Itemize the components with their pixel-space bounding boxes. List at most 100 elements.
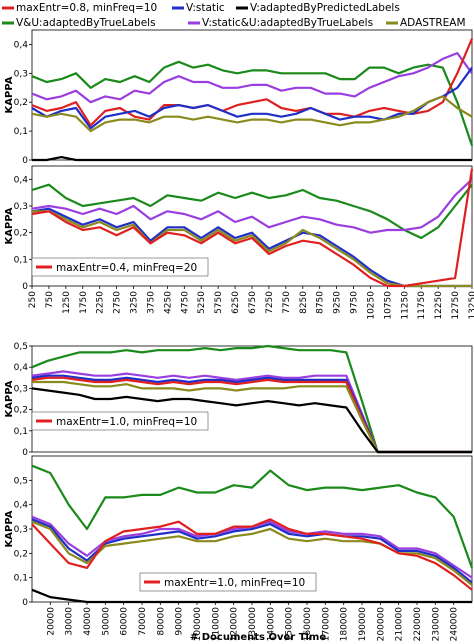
x-tick-label: 170000 (321, 607, 331, 642)
x-tick-label: 6750 (248, 291, 258, 314)
x-tick-label: 220000 (413, 607, 423, 642)
x-tick-label: 11750 (417, 291, 427, 320)
panel-3-chart: 0 0,1 0,2 0,3 0,4 0,5 KAPPA (4, 342, 473, 458)
y-tick-label: 0,2 (14, 549, 28, 559)
legend-label-green: V&U:adaptedByTrueLabels (16, 17, 156, 29)
inset-legend-label: maxEntr=1.0, minFreq=10 (56, 416, 197, 428)
y-tick-label: 0,3 (14, 525, 28, 535)
x-tick-label: 40000 (83, 607, 93, 636)
y-tick-label: 0,3 (14, 384, 28, 394)
x-tick-label: 12750 (451, 291, 461, 320)
series-line-green (31, 464, 474, 569)
inset-legend-panel-3: maxEntr=1.0, minFreq=10 (31, 411, 209, 431)
legend-item-black: V:adaptedByPredictedLabels (236, 2, 400, 14)
x-tick-label: 100000 (193, 607, 203, 642)
legend: maxEntr=0.8, minFreq=10 V:static V:adapt… (2, 2, 466, 29)
y-tick-label: 0 (22, 448, 28, 458)
x-tick-label: 210000 (395, 607, 405, 642)
x-tick-label: 120000 (230, 607, 240, 642)
series-line-red (31, 38, 474, 127)
x-tick-label: 2750 (113, 291, 123, 314)
panel-2-chart: 0 0,1 0,2 0,3 0,4 KAPPA 250 750 1250 1750 2250 2750… (4, 165, 474, 320)
x-tick-label: 11250 (400, 291, 410, 320)
x-tick-label: 20000 (46, 607, 56, 636)
x-tick-label: 3750 (146, 291, 156, 314)
x-tick-label: 1750 (79, 291, 89, 314)
x-tick-label: 80000 (156, 607, 166, 636)
x-tick-label: 8750 (316, 291, 326, 314)
y-tick-label: 0,4 (14, 40, 29, 50)
x-tick-label: 200000 (376, 607, 386, 642)
x-tick-label: 50000 (101, 607, 111, 636)
y-tick-label: 0,2 (14, 406, 28, 416)
series-line-olive (31, 95, 473, 133)
y-tick-label: 0,5 (14, 342, 28, 352)
x-tick-label: 70000 (138, 607, 148, 636)
y-tick-label: 0,1 (14, 427, 28, 437)
x-tick-label: 190000 (358, 607, 368, 642)
legend-label-red: maxEntr=0.8, minFreq=10 (16, 2, 157, 14)
y-tick-label: 0 (22, 598, 28, 608)
legend-item-purple: V:static&U:adaptedByTrueLabels (188, 17, 373, 29)
y-tick-label: 0,2 (14, 229, 28, 239)
plot-area (31, 29, 473, 161)
inset-legend-box (31, 257, 209, 277)
y-tick-label: 0,4 (14, 363, 29, 373)
x-tick-label: 5750 (214, 291, 224, 314)
x-tick-label: 3250 (130, 291, 140, 314)
x-tick-label: 6250 (231, 291, 241, 314)
x-tick-label: 180000 (340, 607, 350, 642)
x-tick-label: 160000 (303, 607, 313, 642)
legend-item-green: V&U:adaptedByTrueLabels (2, 17, 156, 29)
legend-label-black: V:adaptedByPredictedLabels (250, 2, 400, 14)
y-tick-label: 0,1 (14, 255, 28, 265)
x-tick-label: 1250 (62, 291, 72, 314)
y-tick-label: 0,5 (14, 476, 28, 486)
y-axis-label: KAPPA (4, 76, 15, 113)
x-tick-label: 110000 (211, 607, 221, 642)
series-line-red (31, 518, 473, 591)
series-line-black (31, 588, 472, 604)
y-tick-label: 0,1 (14, 127, 28, 137)
series-line-blue (31, 518, 473, 584)
x-tick-label: 2250 (96, 291, 106, 314)
x-tick-label: 140000 (266, 607, 276, 642)
x-tick-label: 10250 (366, 291, 376, 320)
y-tick-label: 0 (22, 282, 28, 292)
y-tick-label: 0,4 (14, 501, 29, 511)
y-tick-label: 0 (22, 156, 28, 166)
y-tick-label: 0,3 (14, 69, 28, 79)
x-tick-label: 750 (45, 291, 55, 308)
x-tick-label: 230000 (431, 607, 441, 642)
legend-item-red: maxEntr=0.8, minFreq=10 (2, 2, 157, 14)
series-line-green (31, 60, 474, 146)
y-tick-label: 0,1 (14, 574, 28, 584)
y-tick-label: 0,2 (14, 98, 28, 108)
inset-legend-label: maxEntr=1.0, minFreq=10 (164, 577, 305, 589)
panel-4-chart: 0 0,1 0,2 0,3 0,4 0,5 KAPPA 20000 30000 40000 5000… (4, 455, 474, 642)
x-axis-label: # Documents Over Time (190, 632, 326, 643)
x-tick-label: 4250 (163, 291, 173, 314)
inset-legend-box (31, 411, 209, 431)
panel-1-chart: 0 0,1 0,2 0,3 0,4 KAPPA (4, 29, 474, 166)
x-tick-label: 130000 (248, 607, 258, 642)
x-tick-label: 4750 (180, 291, 190, 314)
x-tick-label: 60000 (120, 607, 130, 636)
y-tick-label: 0,4 (14, 175, 29, 185)
x-tick-label: 5250 (197, 291, 207, 314)
inset-legend-panel-2: maxEntr=0.4, minFreq=20 (31, 257, 209, 277)
x-tick-label: 30000 (65, 607, 75, 636)
x-tick-label: 250 (28, 291, 38, 308)
series-line-purple (31, 178, 473, 234)
legend-label-blue: V:static (186, 2, 225, 14)
series-line-black (31, 387, 472, 454)
x-tick-label: 12250 (434, 291, 444, 320)
series-line-black (32, 156, 472, 162)
inset-legend-panel-4: maxEntr=1.0, minFreq=10 (139, 572, 317, 592)
x-tick-label: 10750 (383, 291, 393, 320)
legend-label-purple: V:static&U:adaptedByTrueLabels (202, 17, 373, 29)
series-line-green (31, 183, 473, 240)
legend-item-olive: ADASTREAM (386, 17, 466, 29)
series-line-purple (31, 51, 473, 104)
